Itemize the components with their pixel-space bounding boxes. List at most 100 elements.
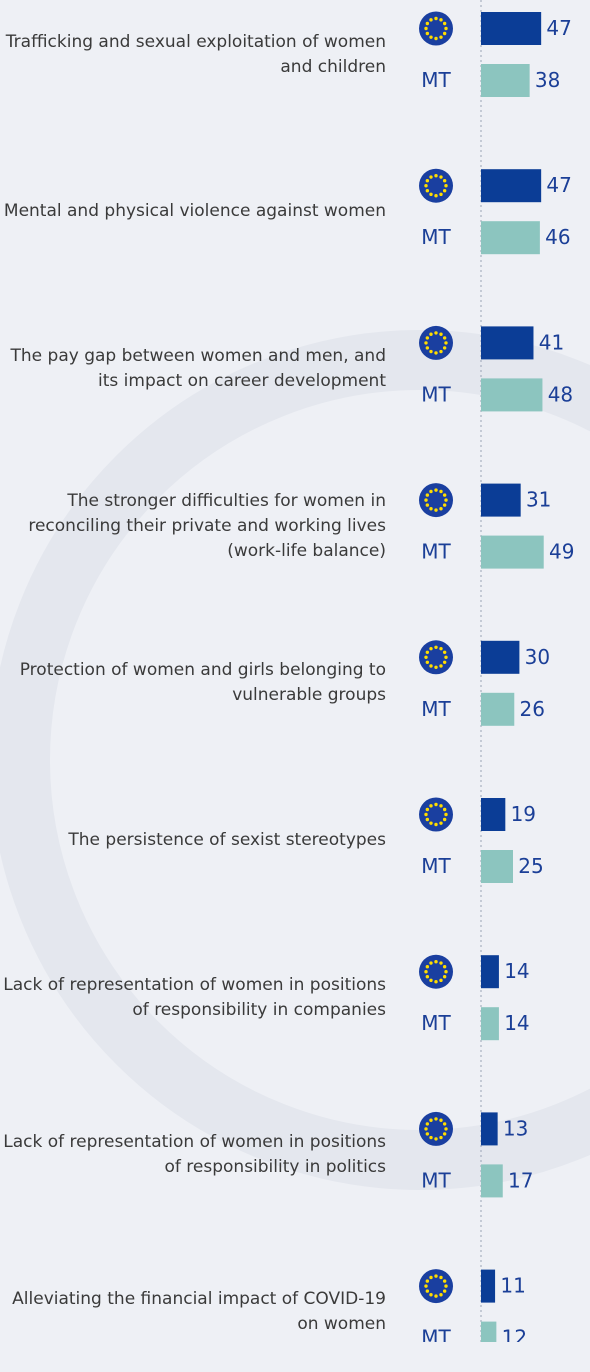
flag-star: [434, 194, 438, 198]
bar: [481, 1112, 498, 1146]
flag-star: [429, 507, 433, 511]
flag-star: [442, 1122, 447, 1126]
value-label: 30: [525, 645, 550, 669]
flag-star: [439, 1275, 443, 1280]
category-label: The pay gap between women and men, and i…: [0, 309, 387, 429]
eu-flag: [419, 11, 453, 46]
category-text: Mental and physical violence against wom…: [3, 201, 386, 222]
flag-star: [434, 1117, 438, 1121]
flag-star: [442, 189, 447, 193]
flag-star: [444, 341, 448, 345]
flag-star: [439, 192, 443, 197]
flag-star: [444, 812, 448, 817]
eu-flag: [419, 325, 453, 360]
bar: [481, 1164, 503, 1198]
flag-star: [444, 655, 448, 659]
flag-star: [444, 184, 448, 188]
value-label: 25: [518, 854, 543, 878]
flag-star: [434, 16, 438, 21]
eu-flag: [419, 797, 453, 832]
series-label: MT: [421, 382, 451, 406]
value-label: 13: [503, 1116, 528, 1140]
flag-disc: [419, 168, 453, 203]
flag-disc: [419, 11, 453, 46]
value-label: 12: [502, 1326, 527, 1342]
flag-star: [425, 817, 430, 822]
category-text: Alleviating the financial impact of COVI…: [12, 1289, 386, 1335]
category-label: Protection of women and girls belonging …: [0, 623, 386, 743]
bar: [481, 692, 515, 726]
flag-star: [439, 175, 443, 179]
flag-star: [442, 1279, 447, 1283]
bar: [481, 326, 534, 360]
flag-star: [434, 1274, 438, 1278]
flag-star: [424, 970, 428, 974]
flag-star: [425, 1132, 430, 1136]
flag-star: [429, 332, 433, 336]
value-label: 47: [546, 173, 571, 197]
value-label: 48: [548, 382, 573, 406]
category-label: The stronger difficulties for women in r…: [0, 466, 386, 586]
flag-star: [439, 489, 443, 494]
flag-star: [439, 804, 443, 808]
category-text: The persistence of sexist stereotypes: [68, 830, 386, 850]
value-label: 41: [539, 330, 564, 354]
bar: [481, 798, 506, 831]
flag-star: [429, 192, 433, 197]
eu-flag: [419, 483, 453, 518]
flag-star: [434, 174, 438, 178]
flag-star: [425, 975, 430, 979]
flag-star: [425, 650, 430, 654]
flag-star: [425, 503, 430, 507]
value-label: 19: [511, 802, 536, 826]
flag-star: [434, 508, 438, 512]
flag-star: [434, 960, 438, 964]
flag-star: [444, 970, 448, 974]
bar: [481, 535, 544, 569]
flag-star: [439, 646, 443, 651]
flag-star: [434, 36, 438, 41]
flag-star: [442, 817, 447, 822]
flag-star: [425, 21, 430, 26]
background-arc: [0, 330, 590, 1190]
series-label: MT: [421, 68, 451, 92]
flag-star: [425, 660, 430, 664]
bar: [481, 169, 542, 203]
category-label: Lack of representation of women in posit…: [0, 1095, 386, 1215]
flag-disc: [419, 325, 453, 360]
flag-star: [442, 660, 447, 664]
chart: 47 MT 38 47 MT 46 41 MT 48 31 MT 49 30 MT 26 19 MT 25 14 MT…: [0, 0, 590, 1342]
flag-star: [429, 961, 433, 965]
flag-star: [425, 1279, 430, 1283]
flag-disc: [419, 483, 453, 518]
flag-star: [434, 802, 438, 807]
flag-star: [424, 812, 428, 817]
flag-star: [434, 822, 438, 827]
series-label: MT: [421, 540, 451, 564]
flag-star: [442, 965, 447, 969]
value-label: 47: [546, 16, 571, 40]
flag-star: [442, 1289, 447, 1293]
value-label: 31: [526, 488, 551, 512]
value-label: 38: [535, 68, 560, 92]
flag-star: [434, 980, 438, 984]
bar: [481, 64, 530, 97]
flag-disc: [419, 640, 453, 675]
category-text: Lack of representation of women in posit…: [3, 974, 386, 1020]
flag-star: [434, 1137, 438, 1141]
flag-star: [429, 664, 433, 668]
eu-flag: [419, 1111, 453, 1146]
flag-star: [425, 493, 430, 497]
value-label: 17: [508, 1168, 533, 1192]
flag-star: [425, 189, 430, 193]
flag-star: [439, 961, 443, 965]
flag-star: [429, 1275, 433, 1280]
flag-star: [425, 336, 430, 340]
flag-star: [444, 26, 448, 31]
flag-star: [429, 821, 433, 825]
flag-star: [439, 1293, 443, 1297]
eu-flag: [419, 954, 453, 989]
value-label: 46: [545, 225, 570, 249]
flag-star: [444, 1284, 448, 1288]
bar: [481, 378, 543, 412]
